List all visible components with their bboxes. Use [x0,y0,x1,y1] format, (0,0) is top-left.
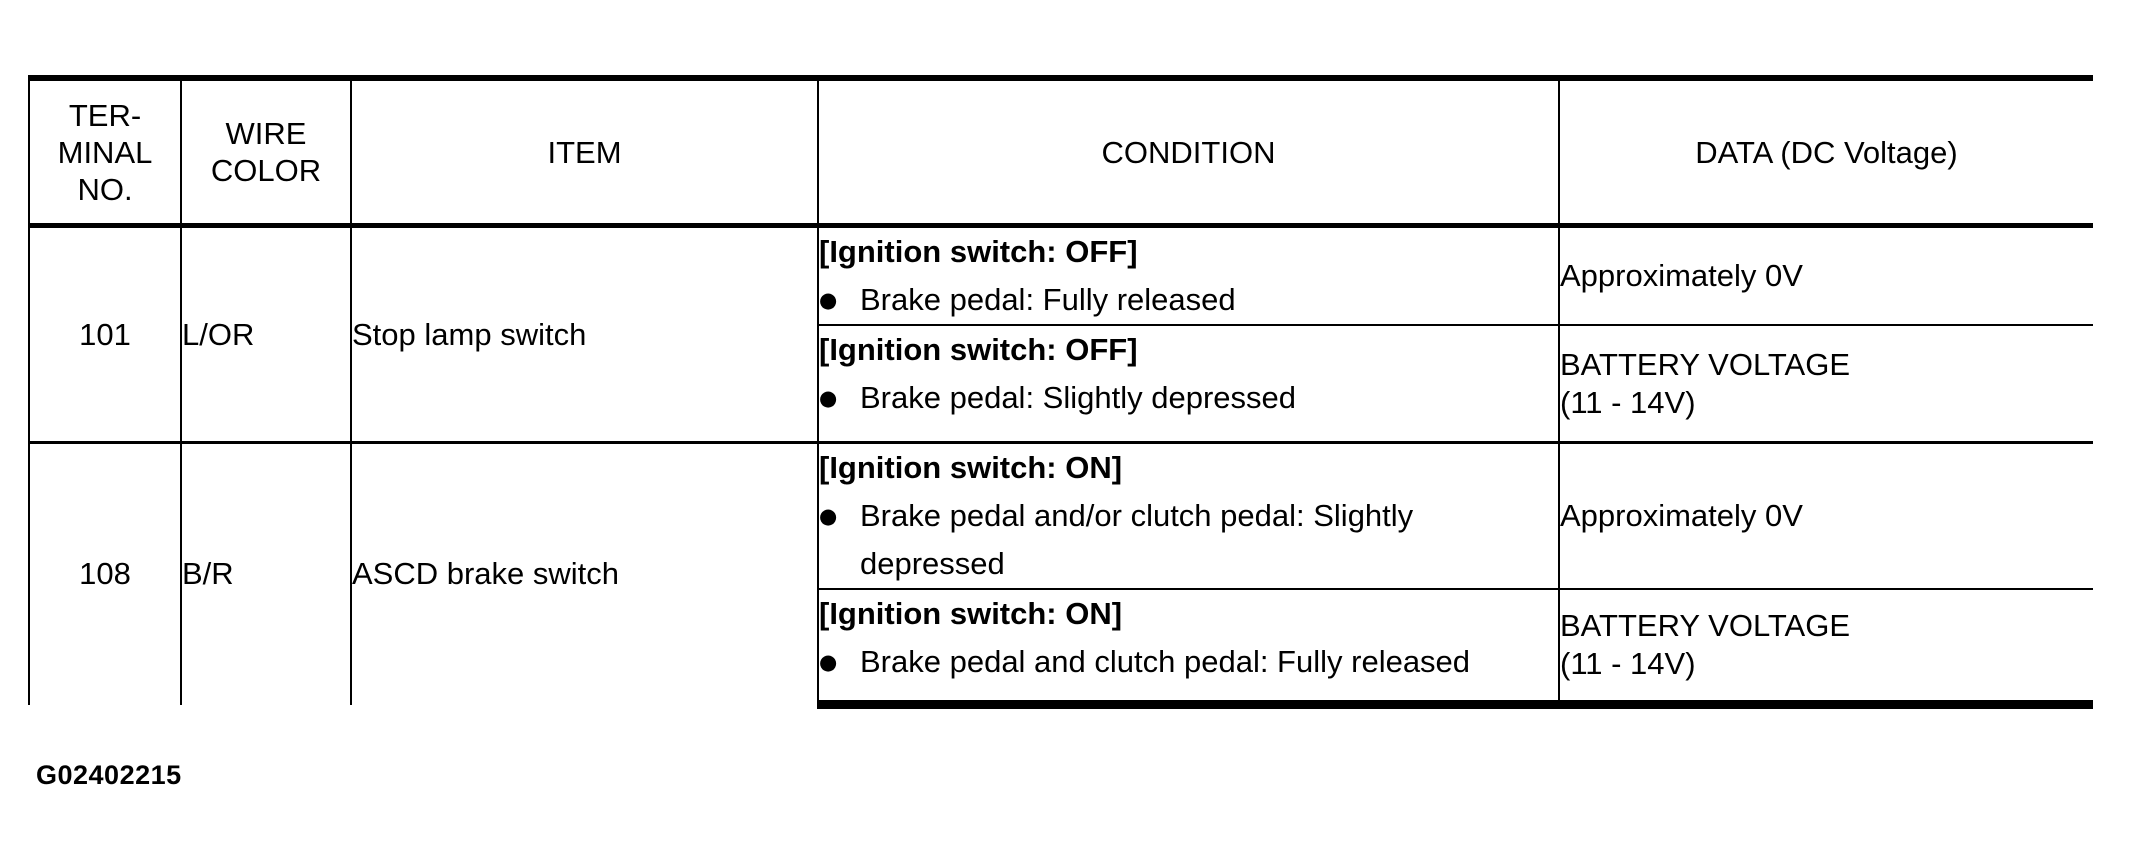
terminal-spec-table: TER- MINAL NO. WIRE COLOR ITEM CONDITION… [28,75,2093,709]
condition-state: [Ignition switch: OFF] [819,332,1138,367]
condition-state: [Ignition switch: ON] [819,450,1123,485]
condition-cell: [Ignition switch: OFF] ● Brake pedal: Fu… [817,224,1559,325]
header-row: TER- MINAL NO. WIRE COLOR ITEM CONDITION… [28,75,2093,228]
condition-detail: ● Brake pedal: Fully released [819,276,1558,324]
condition-detail: ● Brake pedal and clutch pedal: Fully re… [819,638,1558,686]
header-terminal-no: TER- MINAL NO. [28,75,181,228]
data-voltage-cell: BATTERY VOLTAGE (11 - 14V) [1558,588,2093,709]
condition-detail-text: Brake pedal: Slightly depressed [860,380,1296,415]
wire-color-cell: L/OR [180,224,351,443]
condition-cell: [Ignition switch: OFF] ● Brake pedal: Sl… [817,324,1559,443]
condition-state: [Ignition switch: ON] [819,596,1123,631]
bullet-icon: ● [819,650,838,674]
condition-detail: ● Brake pedal and/or clutch pedal: Sligh… [819,492,1558,588]
table-subrow: [Ignition switch: OFF] ● Brake pedal: Sl… [29,324,2093,443]
bullet-icon: ● [819,504,838,528]
header-condition: CONDITION [817,75,1559,228]
condition-detail-text: Brake pedal and/or clutch pedal: Slightl… [860,498,1414,581]
terminal-no-cell: 108 [28,441,181,705]
bullet-icon: ● [819,386,838,410]
condition-state: [Ignition switch: OFF] [819,234,1138,269]
header-wire-color: WIRE COLOR [180,75,351,228]
figure-code: G02402215 [36,760,182,790]
terminal-no-cell: 101 [28,224,181,443]
condition-cell: [Ignition switch: ON] ● Brake pedal and … [817,588,1559,709]
data-voltage-cell: Approximately 0V [1558,441,2093,589]
bullet-icon: ● [819,288,838,312]
condition-cell: [Ignition switch: ON] ● Brake pedal and/… [817,441,1559,589]
condition-detail-text: Brake pedal: Fully released [860,282,1236,317]
wire-color-cell: B/R [180,441,351,705]
data-voltage-cell: BATTERY VOLTAGE (11 - 14V) [1558,324,2093,443]
table-row: 108 B/R ASCD brake switch [Ignition swit… [28,441,2093,705]
header-item: ITEM [350,75,818,228]
item-cell: Stop lamp switch [350,224,818,443]
item-cell: ASCD brake switch [350,441,818,705]
table-row: 101 L/OR Stop lamp switch [Ignition swit… [28,224,2093,443]
condition-detail-text: Brake pedal and clutch pedal: Fully rele… [860,644,1471,679]
table-subrow: [Ignition switch: ON] ● Brake pedal and … [29,588,2093,709]
condition-detail: ● Brake pedal: Slightly depressed [819,374,1558,422]
header-data-dc-voltage: DATA (DC Voltage) [1558,75,2093,228]
data-voltage-cell: Approximately 0V [1558,224,2093,325]
